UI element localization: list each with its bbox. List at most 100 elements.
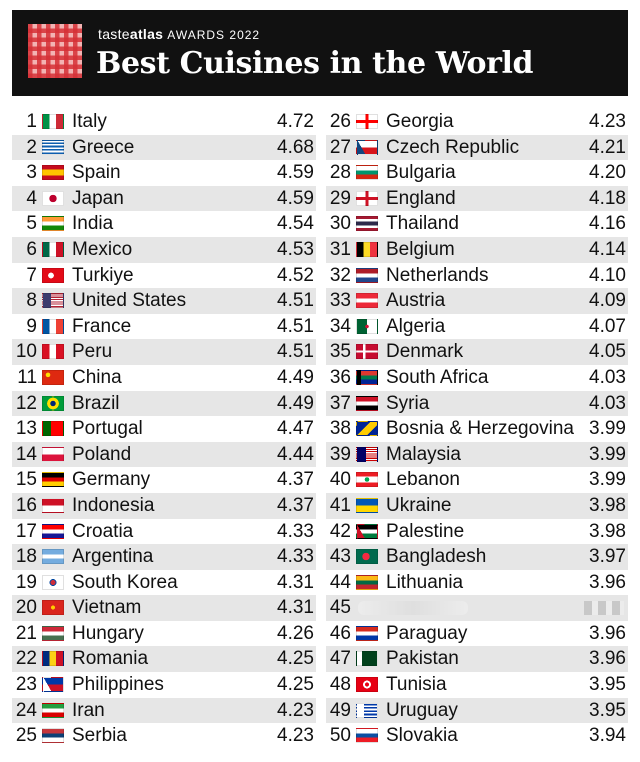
rank-number: 20	[15, 597, 37, 619]
score-value: 4.51	[277, 290, 314, 312]
rank-number: 43	[329, 546, 351, 568]
score-value: 4.09	[589, 290, 626, 312]
flag-icon	[42, 728, 64, 744]
flag-icon	[356, 190, 378, 206]
country-name: Slovakia	[386, 725, 458, 747]
rank-number: 6	[26, 238, 37, 260]
table-row: 40 Lebanon 3.99	[326, 467, 628, 493]
country-name: Croatia	[72, 520, 134, 542]
score-value: 4.31	[277, 571, 314, 593]
country-name: Austria	[386, 290, 446, 312]
rank-number: 11	[17, 366, 37, 388]
rank-number: 34	[329, 315, 351, 337]
flag-icon	[42, 702, 64, 718]
rank-number: 44	[329, 571, 351, 593]
score-value: 3.94	[589, 725, 626, 747]
table-row: 31 Belgium 4.14	[326, 236, 628, 263]
rank-number: 41	[329, 494, 351, 516]
country-name: Bosnia & Herzegovina	[386, 418, 574, 440]
score-value: 4.49	[277, 392, 314, 414]
rank-number: 5	[26, 213, 37, 235]
table-row: 33 Austria 4.09	[326, 288, 628, 314]
country-name: Iran	[72, 699, 105, 721]
rank-number: 29	[329, 187, 351, 209]
country-name: Spain	[72, 162, 121, 184]
flag-icon	[42, 600, 64, 616]
flag-icon	[356, 677, 378, 693]
score-value: 4.72	[277, 111, 314, 132]
score-value: 4.26	[277, 622, 314, 644]
table-row: 14 Poland 4.44	[12, 441, 316, 468]
flag-icon	[356, 523, 378, 539]
rank-number: 48	[329, 674, 351, 696]
ranking-column-right: 26 Georgia 4.23 27 Czech Republic 4.21 28 Bulga…	[326, 109, 628, 749]
country-name: Poland	[72, 443, 132, 465]
rank-number: 10	[15, 341, 37, 363]
table-row: 13 Portugal 4.47	[12, 416, 316, 442]
rank-number: 22	[15, 648, 37, 670]
rank-number: 16	[15, 494, 37, 516]
ranking-column-left: 1 Italy 4.72 2 Greece 4.68 3 Spain 4.59 4 Japan 4.5…	[12, 109, 316, 749]
score-value: 4.37	[277, 494, 314, 516]
flag-icon	[42, 344, 64, 360]
table-row: 25 Serbia 4.23	[12, 723, 316, 749]
country-name: Germany	[72, 469, 151, 491]
score-value: 4.16	[589, 213, 626, 235]
flag-icon	[42, 446, 64, 462]
flag-icon	[42, 216, 64, 232]
flag-icon	[42, 549, 64, 565]
country-name: India	[72, 213, 114, 235]
country-name: Brazil	[72, 392, 120, 414]
rank-number: 2	[26, 136, 37, 158]
rank-number: 8	[26, 290, 37, 312]
awards-label: AWARDS 2022	[167, 28, 261, 42]
rank-number: 28	[329, 162, 351, 184]
table-row: 36 South Africa 4.03	[326, 364, 628, 391]
rank-number: 47	[329, 648, 351, 670]
country-name: Ukraine	[386, 494, 452, 516]
flag-icon	[356, 267, 378, 283]
score-value: 3.98	[589, 520, 626, 542]
country-name: Japan	[72, 187, 124, 209]
table-row: 5 India 4.54	[12, 211, 316, 237]
country-name: Tunisia	[386, 674, 447, 696]
rank-number: 3	[26, 162, 37, 184]
flag-icon	[42, 497, 64, 513]
table-row: 47 Pakistan 3.96	[326, 646, 628, 673]
rank-number: 25	[15, 725, 37, 747]
score-value: 3.96	[589, 648, 626, 670]
score-value: 4.31	[277, 597, 314, 619]
country-name: Lebanon	[386, 469, 460, 491]
table-row: 7 Turkiye 4.52	[12, 262, 316, 289]
flag-icon	[42, 114, 64, 129]
country-name: South Africa	[386, 366, 489, 388]
table-row: 48 Tunisia 3.95	[326, 672, 628, 698]
score-value: 4.03	[589, 366, 626, 388]
score-value: 4.37	[277, 469, 314, 491]
country-name: Malaysia	[386, 443, 461, 465]
flag-icon	[356, 241, 378, 257]
rank-number: 30	[329, 213, 351, 235]
flag-icon	[42, 421, 64, 437]
score-value: 4.49	[277, 366, 314, 388]
score-value: 4.51	[277, 341, 314, 363]
rank-number: 27	[329, 136, 351, 158]
table-row: 27 Czech Republic 4.21	[326, 134, 628, 161]
country-name: Palestine	[386, 520, 465, 542]
rank-number: 7	[26, 264, 37, 286]
table-row: 28 Bulgaria 4.20	[326, 160, 628, 186]
flag-icon	[42, 472, 64, 488]
table-row: 15 Germany 4.37	[12, 467, 316, 493]
score-value: 3.99	[589, 443, 626, 465]
country-name: France	[72, 315, 132, 337]
flag-icon	[42, 190, 64, 206]
redacted-country-blur	[358, 601, 468, 616]
rank-number: 39	[329, 443, 351, 465]
flag-icon	[356, 651, 378, 667]
table-row: 6 Mexico 4.53	[12, 236, 316, 263]
flag-icon	[356, 549, 378, 565]
flag-icon	[356, 728, 378, 744]
table-row: 35 Denmark 4.05	[326, 339, 628, 365]
score-value: 3.99	[589, 469, 626, 491]
flag-icon	[356, 497, 378, 513]
